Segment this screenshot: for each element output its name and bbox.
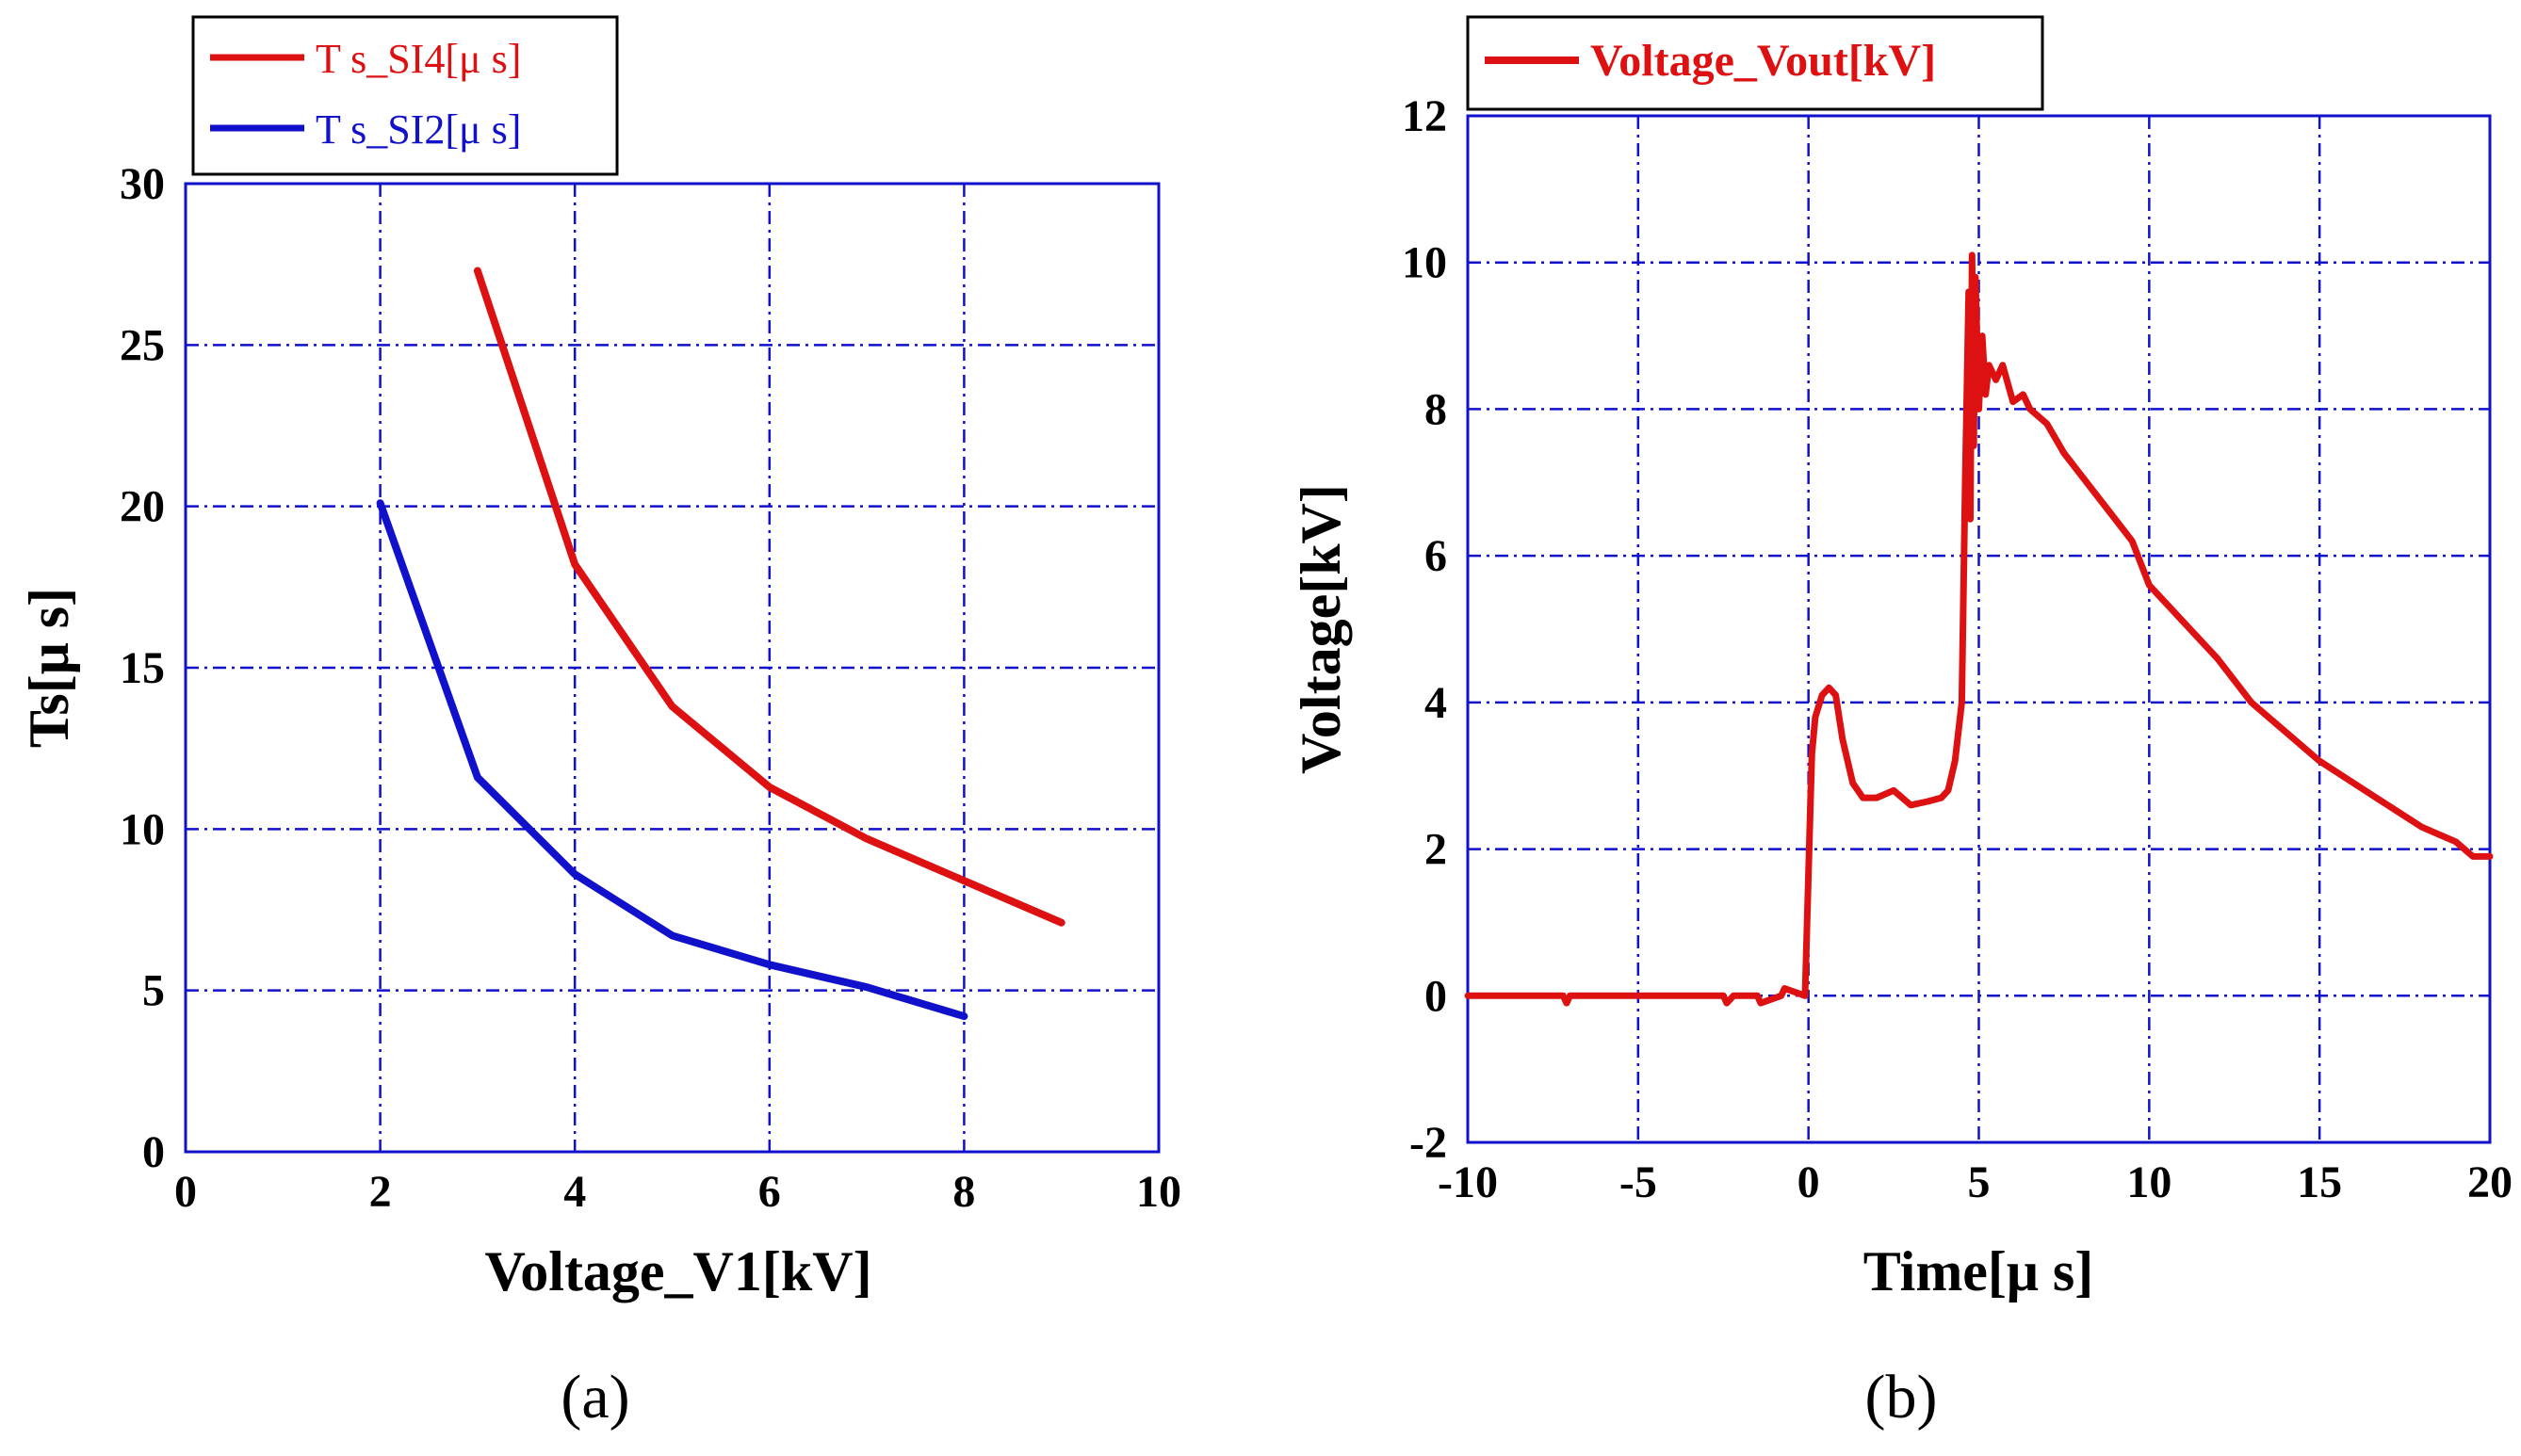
y-tick-label: 25 bbox=[120, 320, 165, 370]
y-tick-label: 10 bbox=[120, 804, 165, 854]
chart-b-grid bbox=[1468, 116, 2490, 1142]
x-tick-label: 20 bbox=[2467, 1157, 2513, 1207]
y-tick-label: 0 bbox=[1424, 971, 1447, 1021]
y-tick-label: 12 bbox=[1402, 91, 1447, 141]
chart-a-x-axis-label: Voltage_V1[kV] bbox=[484, 1240, 871, 1302]
chart-a: 0 2 4 6 8 10 0 5 10 15 20 25 30 Voltage_V1[kV] Ts[μ … bbox=[18, 15, 1181, 1432]
x-tick-label: 0 bbox=[1797, 1157, 1820, 1207]
chart-a-tick-labels: 0 2 4 6 8 10 0 5 10 15 20 25 30 bbox=[120, 159, 1181, 1217]
x-tick-label: -5 bbox=[1619, 1157, 1657, 1207]
chart-a-legend-entry-red: T s_SI4[μ s] bbox=[316, 36, 521, 82]
chart-b-tick-labels: -10 -5 0 5 10 15 20 -2 0 2 4 6 8 10 12 bbox=[1402, 91, 2513, 1207]
chart-a-legend-box bbox=[191, 15, 619, 176]
chart-a-legend-entry-blue: T s_SI2[μ s] bbox=[316, 106, 521, 153]
chart-a-grid bbox=[186, 184, 1159, 1152]
y-tick-label: 30 bbox=[120, 159, 165, 209]
y-tick-label: 15 bbox=[120, 643, 165, 693]
chart-a-legend: T s_SI4[μ s] T s_SI2[μ s] bbox=[191, 15, 619, 176]
x-tick-label: 5 bbox=[1968, 1157, 1991, 1207]
y-tick-label: -2 bbox=[1409, 1118, 1447, 1168]
chart-b-plot-frame bbox=[1466, 114, 2492, 1144]
chart-b-legend: Voltage_Vout[kV] bbox=[1466, 15, 2044, 111]
chart-a-series bbox=[376, 267, 1065, 1021]
x-tick-label: 8 bbox=[952, 1167, 975, 1217]
chart-a-panel-label: (a) bbox=[561, 1363, 629, 1432]
chart-b-x-axis-label: Time[μ s] bbox=[1863, 1240, 2094, 1302]
series-line-1 bbox=[376, 499, 968, 1021]
y-tick-label: 4 bbox=[1424, 678, 1447, 728]
series-line-0 bbox=[473, 267, 1065, 927]
y-tick-label: 10 bbox=[1402, 238, 1447, 288]
chart-b: -10 -5 0 5 10 15 20 -2 0 2 4 6 8 10 12 Time[μ s] Volta… bbox=[1290, 15, 2513, 1432]
y-tick-label: 8 bbox=[1424, 384, 1447, 434]
y-tick-label: 20 bbox=[120, 482, 165, 532]
y-tick-label: 0 bbox=[142, 1127, 165, 1177]
y-tick-label: 2 bbox=[1424, 825, 1447, 875]
chart-b-panel-label: (b) bbox=[1865, 1363, 1938, 1432]
x-tick-label: 4 bbox=[563, 1167, 586, 1217]
chart-b-y-axis-label: Voltage[kV] bbox=[1290, 484, 1352, 774]
series-line-0 bbox=[1464, 251, 2494, 1007]
chart-a-plot-frame bbox=[184, 182, 1161, 1154]
x-tick-label: 10 bbox=[2126, 1157, 2171, 1207]
x-tick-label: 2 bbox=[369, 1167, 392, 1217]
x-tick-label: 6 bbox=[758, 1167, 781, 1217]
y-tick-label: 5 bbox=[142, 966, 165, 1016]
y-tick-label: 6 bbox=[1424, 531, 1447, 581]
chart-a-y-axis-label: Ts[μ s] bbox=[18, 588, 80, 748]
x-tick-label: 0 bbox=[174, 1167, 197, 1217]
chart-b-legend-entry-red: Voltage_Vout[kV] bbox=[1590, 36, 1936, 86]
x-tick-label: 10 bbox=[1136, 1167, 1181, 1217]
x-tick-label: 15 bbox=[2297, 1157, 2342, 1207]
x-tick-label: -10 bbox=[1438, 1157, 1498, 1207]
chart-b-series bbox=[1464, 251, 2494, 1007]
